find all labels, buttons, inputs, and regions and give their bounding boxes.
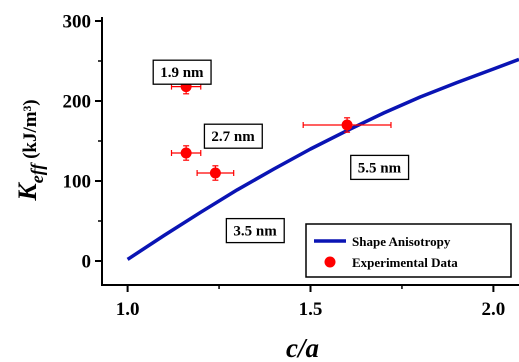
axes: 0 100 200 300 1.0 1.5 2.0 c/a Keff (kJ/m³) — [13, 12, 519, 362]
y-tick-label: 200 — [63, 92, 92, 113]
y-axis-title-main: K — [13, 182, 42, 202]
size-annotation-box — [152, 59, 212, 85]
legend-box — [305, 223, 512, 278]
legend-label-experimental-data: Experimental Data — [352, 255, 458, 270]
y-tick-label: 0 — [82, 252, 92, 273]
size-annotation-box — [350, 154, 410, 181]
size-annotation-label: 2.7 nm — [211, 129, 255, 145]
x-tick-label: 2.0 — [482, 299, 506, 320]
x-axis-title: c/a — [286, 333, 319, 362]
data-point-group — [170, 145, 202, 161]
size-annotation-label: 5.5 nm — [358, 160, 402, 176]
x-tick-label: 1.5 — [299, 299, 323, 320]
experimental-data-point — [180, 147, 192, 159]
data-point-group — [302, 117, 392, 133]
y-axis-title-subscript: eff — [27, 162, 47, 184]
shape-anisotropy-line — [126, 57, 519, 261]
legend-label-shape-anisotropy: Shape Anisotropy — [352, 234, 451, 249]
y-tick-label: 300 — [63, 12, 92, 33]
y-axis-title: Keff (kJ/m³) — [13, 99, 47, 201]
size-annotation: 5.5 nm — [350, 154, 410, 181]
size-annotation-label: 3.5 nm — [233, 224, 277, 240]
size-annotation: 2.7 nm — [203, 123, 263, 149]
data-point-group — [196, 165, 235, 181]
size-annotation: 3.5 nm — [225, 217, 285, 244]
size-annotation: 1.9 nm — [152, 59, 212, 85]
legend-point-swatch — [324, 256, 336, 268]
legend: Shape Anisotropy Experimental Data — [305, 223, 512, 278]
x-tick-label: 1.0 — [116, 299, 140, 320]
annotations: 1.9 nm 2.7 nm 5.5 nm 3.5 nm — [152, 59, 410, 244]
experimental-data-point — [341, 119, 353, 131]
experimental-data-point — [209, 167, 221, 179]
y-tick-label: 100 — [63, 172, 92, 193]
y-axis-title-unit: (kJ/m³) — [20, 99, 41, 163]
size-annotation-box — [203, 123, 263, 149]
size-annotation-label: 1.9 nm — [160, 65, 204, 81]
size-annotation-box — [225, 217, 285, 244]
